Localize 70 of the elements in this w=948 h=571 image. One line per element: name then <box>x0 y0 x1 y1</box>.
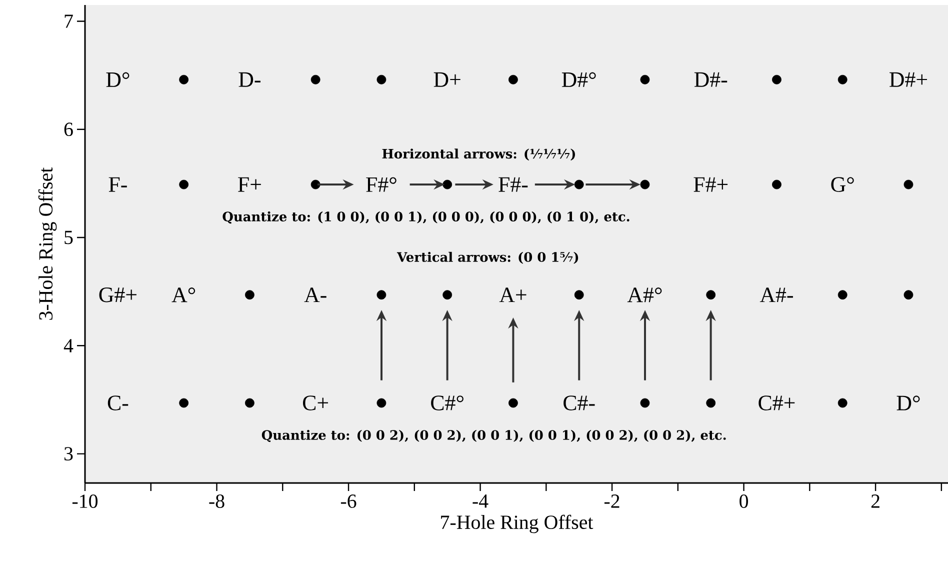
point <box>442 180 452 190</box>
annotation: A- <box>304 288 326 302</box>
point <box>442 290 452 300</box>
annotation: Quantize to: (1 0 0), (0 0 1), (0 0 0), (0 0 0), (0 1 0), etc. <box>222 211 630 224</box>
annotation: F#° <box>366 177 396 192</box>
annotation: D#- <box>694 72 728 87</box>
annotation: F#+ <box>694 177 728 192</box>
annotation: D° <box>106 72 130 87</box>
point <box>310 74 320 84</box>
annotation: A#- <box>760 288 793 302</box>
point <box>376 290 386 300</box>
x-tick-label: -6 <box>340 494 356 508</box>
point <box>376 74 386 84</box>
y-tick-label: 7 <box>64 14 73 28</box>
point <box>245 398 254 408</box>
x-axis-title: 7-Hole Ring Offset <box>441 514 594 534</box>
annotation: D+ <box>434 72 460 87</box>
x-tick-label: -4 <box>472 494 488 508</box>
x-tick-label: 0 <box>740 494 748 508</box>
point <box>574 180 584 190</box>
annotation: A° <box>172 288 196 302</box>
point <box>838 74 848 84</box>
point <box>640 180 650 190</box>
y-tick-label: 6 <box>64 122 73 136</box>
annotation: A+ <box>499 288 526 302</box>
annotation: C- <box>108 396 128 410</box>
point <box>179 180 189 190</box>
annotation: Quantize to: (0 0 2), (0 0 2), (0 0 1), (0 0 1), (0 0 2), (0 0 2), etc. <box>262 430 726 442</box>
annotation: F+ <box>238 177 261 192</box>
point <box>706 398 716 408</box>
annotation: D- <box>238 72 260 87</box>
y-tick-label: 3 <box>64 447 73 460</box>
annotation: F#- <box>498 177 528 192</box>
point <box>179 398 189 408</box>
point <box>706 290 716 300</box>
annotation: Horizontal arrows: (¹⁄₇¹⁄₇¹⁄₇) <box>382 148 575 160</box>
point <box>772 74 782 84</box>
point <box>508 398 518 408</box>
x-tick-label: -8 <box>209 494 224 508</box>
point <box>574 290 584 300</box>
point <box>640 398 650 408</box>
y-tick-label: 5 <box>64 230 73 244</box>
annotation: D#+ <box>890 72 927 87</box>
annotation: Vertical arrows: (0 0 1⁵⁄₇) <box>396 252 578 264</box>
y-tick-label: 4 <box>64 339 74 352</box>
point <box>376 398 386 408</box>
point <box>179 74 189 84</box>
annotation: C#+ <box>758 396 795 410</box>
point <box>838 398 848 408</box>
point <box>838 290 848 300</box>
point <box>904 290 914 300</box>
x-tick-label: 2 <box>871 494 880 508</box>
annotation: D#° <box>562 72 596 87</box>
point <box>245 290 254 300</box>
annotation: G° <box>831 177 854 192</box>
annotation: C#- <box>564 396 595 410</box>
x-tick-label: -10 <box>72 494 98 508</box>
annotation: A#° <box>627 288 662 302</box>
point <box>640 74 650 84</box>
annotation: C#° <box>431 396 464 410</box>
x-tick-label: -2 <box>604 494 620 508</box>
annotation: C+ <box>302 396 328 410</box>
point <box>772 180 782 190</box>
point <box>310 180 320 190</box>
y-axis-title: 3-Hole Ring Offset <box>38 167 57 320</box>
annotation: D° <box>896 396 920 410</box>
point <box>508 74 518 84</box>
annotation: G#+ <box>99 287 136 302</box>
point <box>904 180 914 190</box>
annotation: F- <box>108 177 127 192</box>
